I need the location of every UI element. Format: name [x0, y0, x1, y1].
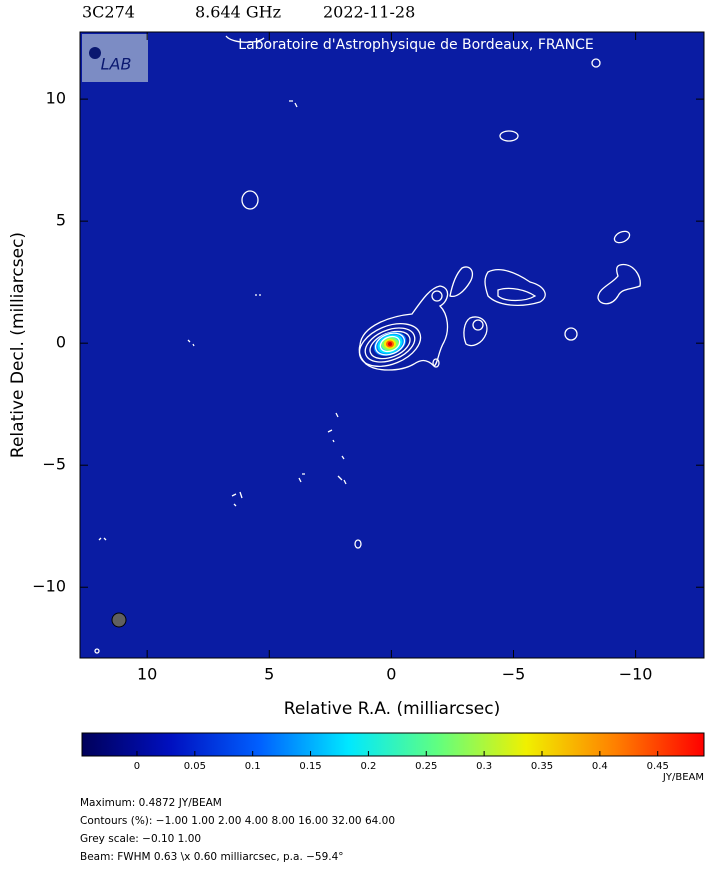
colorbar-tick-label: 0.2 — [360, 761, 376, 772]
colorbar-tick-label: 0.15 — [299, 761, 321, 772]
logo-dot — [89, 47, 101, 59]
colorbar-tick-label: 0.3 — [476, 761, 492, 772]
y-tick-label: 10 — [46, 89, 66, 108]
note: Maximum: 0.4872 JY/BEAM — [80, 797, 222, 809]
x-axis-label: Relative R.A. (milliarcsec) — [284, 699, 500, 719]
source-name: 3C274 — [82, 3, 135, 22]
colorbar-tick-label: 0.4 — [592, 761, 608, 772]
note: Beam: FWHM 0.63 \x 0.60 milliarcsec, p.a… — [80, 851, 344, 863]
colorbar-tick-label: 0.1 — [245, 761, 261, 772]
x-tick-label: −10 — [619, 665, 653, 684]
beam — [111, 612, 127, 628]
date: 2022-11-28 — [323, 3, 415, 22]
colorbar-tick-label: 0.25 — [415, 761, 437, 772]
y-tick-label: 5 — [56, 211, 66, 230]
y-axis-label: Relative Decl. (milliarcsec) — [8, 232, 28, 458]
colorbar-tick-label: 0 — [134, 761, 140, 772]
note: Contours (%): −1.00 1.00 2.00 4.00 8.00 … — [80, 815, 395, 827]
colorbar-tick-label: 0.05 — [184, 761, 206, 772]
colorbar-tick-label: 0.35 — [531, 761, 553, 772]
plot-frame — [79, 31, 705, 659]
x-tick-label: 5 — [264, 665, 274, 684]
note: Grey scale: −0.10 1.00 — [80, 833, 201, 845]
y-tick-label: −10 — [32, 577, 66, 596]
credit: Laboratoire d'Astrophysique de Bordeaux,… — [238, 37, 593, 53]
y-tick-label: −5 — [42, 455, 66, 474]
x-tick-label: 0 — [386, 665, 396, 684]
y-tick-label: 0 — [56, 333, 66, 352]
colorbar-tick-label: 0.45 — [647, 761, 669, 772]
contours — [94, 35, 641, 654]
colorbar-unit: JY/BEAM — [662, 772, 704, 783]
frequency: 8.644 GHz — [195, 3, 281, 22]
logo-text: LAB — [101, 55, 132, 74]
colorbar — [81, 732, 705, 757]
x-tick-label: 10 — [137, 665, 157, 684]
x-tick-label: −5 — [502, 665, 526, 684]
